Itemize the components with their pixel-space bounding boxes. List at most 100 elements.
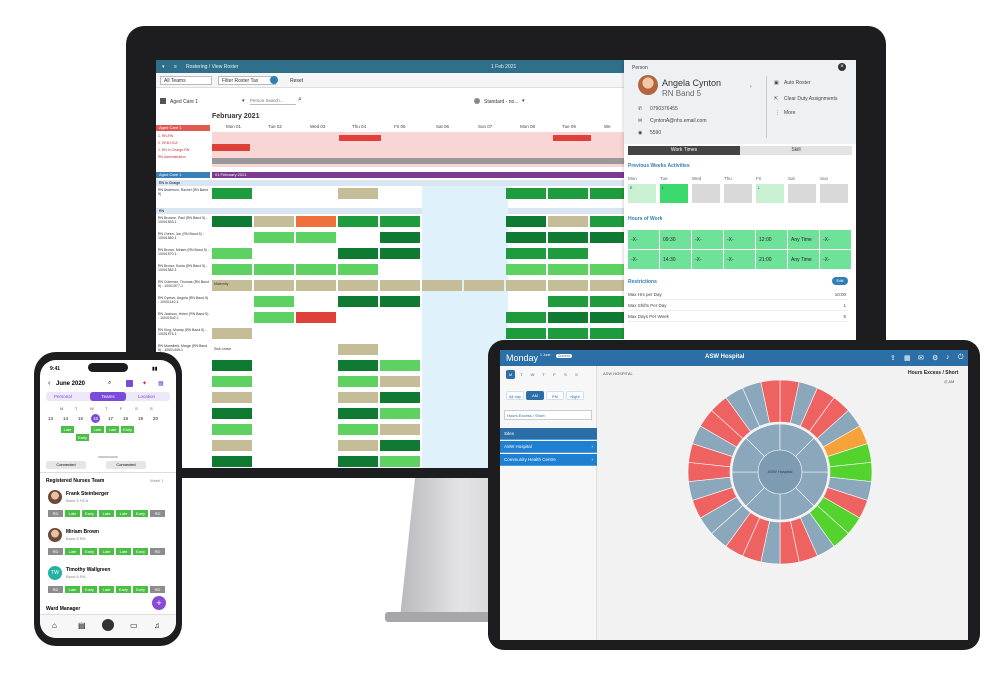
shift-cell[interactable] [548,232,588,243]
shift-chip[interactable]: RD [150,586,165,593]
shift-chip[interactable]: Early [133,548,148,555]
shift-cell[interactable] [506,188,546,199]
shift-cell[interactable] [380,392,420,403]
person-email[interactable]: CyntonA@nhs.email.com [650,118,707,124]
shift-cell[interactable] [506,312,546,323]
sunburst-inner-segment[interactable] [795,437,829,473]
shift-cell[interactable] [338,216,378,227]
chevron-down-icon[interactable]: ▾ [522,98,525,104]
shift-cell[interactable] [590,232,630,243]
shift-cell[interactable] [338,376,378,387]
shift-chip[interactable]: Early [133,586,148,593]
member-name[interactable]: Timothy Wallgreen [66,567,111,573]
shift-cell[interactable] [422,280,462,291]
shift-cell[interactable] [506,232,546,243]
shift-cell[interactable] [338,408,378,419]
shift-cell[interactable] [338,264,378,275]
shift-cell[interactable] [380,456,420,467]
shift-cell[interactable] [212,456,252,467]
weekday-button[interactable]: F [553,372,556,377]
person-search-input[interactable] [250,96,296,105]
shift-chip[interactable]: Late [99,586,114,593]
connected-button[interactable]: Connected [46,461,86,469]
shift-cell[interactable] [548,248,588,259]
auto-roster-button[interactable]: Auto Roster [784,80,811,86]
shift-cell[interactable] [338,280,378,291]
close-icon[interactable]: × [838,63,846,71]
print-icon[interactable] [160,98,166,104]
tab-work-times[interactable]: Work Times [628,146,740,155]
tab-skill[interactable]: Skill [740,146,852,155]
shift-cell[interactable] [506,248,546,259]
back-icon[interactable]: ‹ [48,380,51,387]
sidebar-item-asw-hospital[interactable]: ASW Hospital › [500,441,597,453]
day-shift-chip[interactable]: Late [91,426,104,433]
member-name[interactable]: Miriam Brown [66,529,100,535]
shift-cell[interactable] [212,424,252,435]
shift-chip[interactable]: RD [48,586,63,593]
shift-cell[interactable] [590,264,630,275]
shift-cell[interactable] [212,440,252,451]
view-select[interactable]: Standard - no... [484,99,519,105]
clear-duty-button[interactable]: Clear Duty Assignments [784,96,838,102]
shift-cell[interactable] [338,424,378,435]
shift-cell[interactable] [548,312,588,323]
tab-teams[interactable]: Teams [90,392,126,401]
shift-cell[interactable] [380,424,420,435]
shift-chip[interactable]: Early [133,510,148,517]
connected-button[interactable]: Connected [106,461,146,469]
shift-cell[interactable] [296,312,336,323]
shift-chip[interactable]: Late [99,548,114,555]
day-shift-chip[interactable]: Late [106,426,119,433]
staff-row-label[interactable]: RN Mansfield, Marge (RN Band 5) - 100014… [158,344,208,352]
date-cell[interactable]: 15 [77,416,83,421]
calendar-icon[interactable]: ▦ [158,381,164,387]
shift-chip[interactable]: Late [116,510,131,517]
staff-row-label[interactable]: RN Brown, Sonia (RN Band 5) - 10001582-1 [158,264,208,272]
shift-chip[interactable]: Late [116,548,131,555]
ward-select[interactable]: Aged Care 1 [170,99,199,105]
shift-cell[interactable] [548,216,588,227]
shift-cell[interactable] [212,392,252,403]
date-cell[interactable]: 16 [91,414,100,423]
shift-cell[interactable] [338,456,378,467]
weekday-button[interactable]: T [520,372,523,377]
shift-cell[interactable] [254,264,294,275]
shift-button[interactable]: AM [526,391,544,400]
filter-select[interactable]: Filter Roster Tax [218,76,276,85]
shift-cell[interactable] [212,328,252,339]
staff-row-label[interactable]: RN Anderson, Rachel (RN Band 5) [158,188,208,196]
shift-cell[interactable] [338,248,378,259]
date-cell[interactable]: 13 [47,416,53,421]
list-icon[interactable] [126,380,133,387]
shift-cell[interactable] [339,135,381,141]
tab-personal[interactable]: Personal [54,394,72,399]
home-icon[interactable]: ⌂ [52,621,57,630]
shift-button[interactable]: PM [546,391,564,400]
staff-row-label[interactable]: RN Coleman, Thomas (RN Band 5) - 1000157… [158,280,209,288]
shift-chip[interactable]: RD [48,510,63,517]
shift-cell[interactable] [296,264,336,275]
shift-cell[interactable] [338,360,378,371]
shift-cell[interactable] [590,296,630,307]
weekday-button[interactable]: M [506,370,515,379]
shift-cell[interactable] [464,280,504,291]
sidebar-item-sites[interactable]: Sites [500,428,597,440]
shift-cell[interactable] [590,312,630,323]
shift-cell[interactable] [212,188,252,199]
staff-row-label[interactable]: RN King, Murray (RN Band 5) - 10001576-1 [158,328,207,336]
shift-cell[interactable] [212,408,252,419]
shift-chip[interactable]: Late [65,586,80,593]
team-select[interactable]: All Teams [160,76,212,85]
shift-cell[interactable] [254,312,294,323]
shift-cell[interactable] [212,144,250,151]
check-icon[interactable] [270,76,278,84]
shift-chip[interactable]: Early [116,586,131,593]
group-header[interactable]: Aged Care 1 [156,172,210,178]
add-fab-button[interactable]: + [152,596,166,610]
shift-chip[interactable]: Late [99,510,114,517]
group-header[interactable]: Aged Care 1 [156,125,210,131]
shift-cell[interactable] [338,440,378,451]
share-icon[interactable]: ⇪ [890,355,896,362]
weekday-button[interactable]: W [530,372,535,377]
